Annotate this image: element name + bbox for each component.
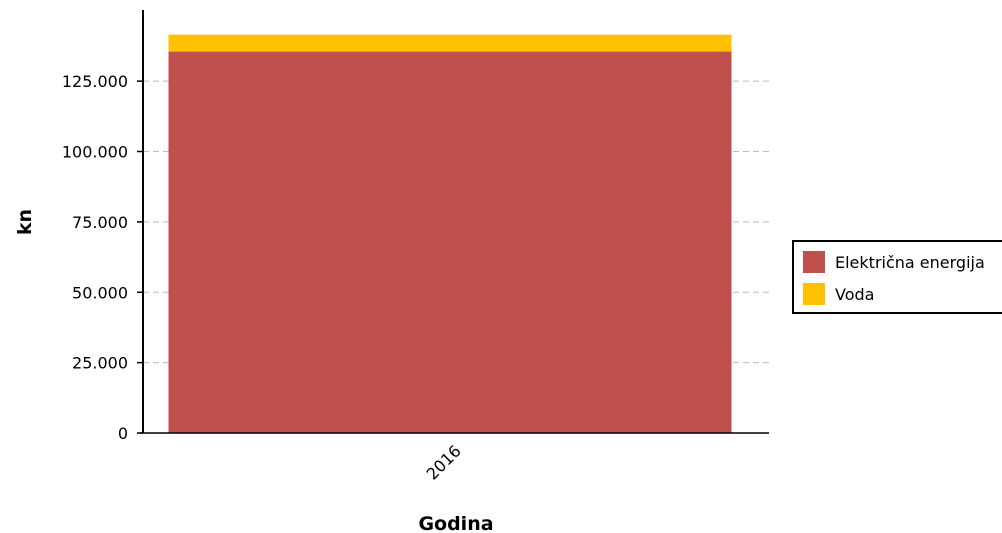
- legend-label-elektricna-energija: Električna energija: [835, 253, 985, 272]
- legend: Električna energija Voda: [792, 240, 1002, 314]
- bar-segment-elektricna-energija: [168, 51, 732, 433]
- legend-label-voda: Voda: [835, 285, 874, 304]
- y-tick-label: 0: [118, 424, 128, 443]
- y-tick-label: 75.000: [72, 213, 128, 232]
- y-axis-title: kn: [14, 209, 36, 235]
- legend-swatch-elektricna-energija: [803, 251, 825, 273]
- y-tick-label: 100.000: [62, 143, 128, 162]
- x-tick-labels: 2016: [423, 441, 465, 483]
- x-tick-label: 2016: [423, 441, 465, 483]
- bar-stacks: [168, 34, 732, 433]
- y-tick-label: 125.000: [62, 72, 128, 91]
- axes: [140, 10, 769, 434]
- y-tick-label: 50.000: [72, 283, 128, 302]
- y-tick-labels: 0 25.000 50.000 75.000 100.000 125.000: [62, 72, 128, 443]
- y-tick-label: 25.000: [72, 354, 128, 373]
- x-axis-title: Godina: [418, 513, 493, 533]
- legend-box: [792, 240, 1002, 314]
- bar-segment-voda: [168, 34, 732, 52]
- legend-swatch-voda: [803, 283, 825, 305]
